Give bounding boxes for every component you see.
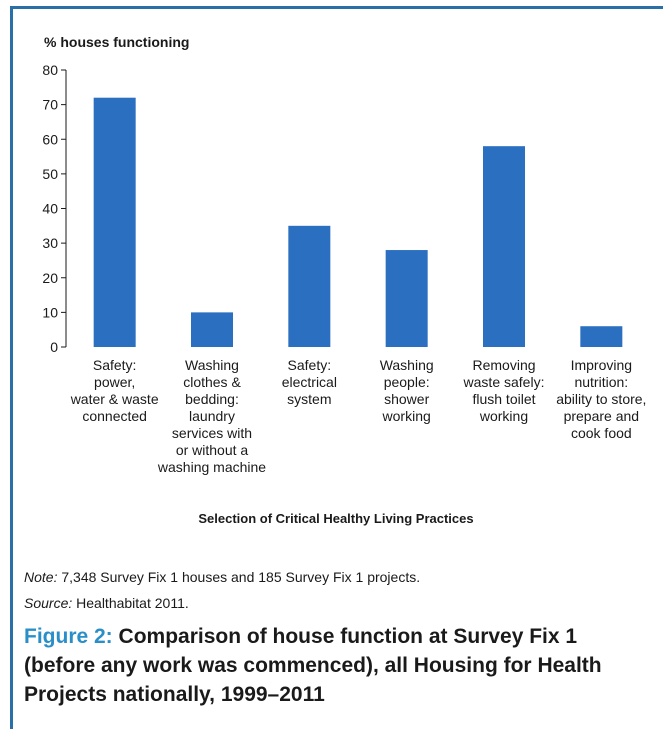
category-label-line: Safety: [93, 357, 137, 373]
category-label-line: Washing [380, 357, 434, 373]
y-tick-label: 10 [42, 304, 58, 320]
y-tick-label: 0 [50, 339, 58, 355]
category-label-line: shower [384, 391, 429, 407]
caption-text: Comparison of house function at Survey F… [24, 625, 602, 706]
category-label: Washing clothes & bedding: laundry services … [157, 357, 266, 475]
category-label-line: or without a [176, 442, 249, 458]
y-tick-label: 30 [42, 235, 58, 251]
category-label-line: system [287, 391, 331, 407]
category-label-line: washing machine [157, 459, 266, 475]
source-label: Source: [24, 595, 73, 611]
y-axis: 0 10 20 30 40 50 60 70 80 [42, 62, 67, 355]
source-text: Healthabitat 2011. [72, 595, 189, 611]
bar [191, 312, 233, 347]
category-label-line: prepare and [564, 408, 640, 424]
y-tick-label: 70 [42, 97, 58, 113]
note-line: Note: 7,348 Survey Fix 1 houses and 185 … [24, 564, 644, 590]
category-label-line: laundry [189, 408, 235, 424]
y-tick-label: 50 [42, 166, 58, 182]
category-label-line: services with [172, 425, 252, 441]
category-label-line: working [479, 408, 528, 424]
category-label: Washing people: shower working [380, 357, 434, 424]
category-label-line: connected [82, 408, 147, 424]
category-label-line: nutrition: [574, 374, 628, 390]
note-label: Note: [24, 569, 58, 585]
bar-chart: % houses functioning 0 10 20 30 40 50 60 70 80 S… [42, 34, 647, 526]
category-label-line: water & waste [70, 391, 159, 407]
category-label-line: ability to store, [556, 391, 646, 407]
bar [385, 250, 428, 347]
x-axis-label: Selection of Critical Healthy Living Pra… [198, 511, 473, 526]
category-label-line: cook food [571, 425, 632, 441]
category-label: Safety: electrical system [282, 357, 337, 407]
y-tick-label: 80 [42, 62, 58, 78]
category-label-line: waste safely: [463, 374, 545, 390]
frame-top-border [10, 6, 663, 9]
bars [93, 97, 623, 347]
category-label-line: power, [94, 374, 135, 390]
bar [580, 326, 623, 347]
bar [93, 97, 136, 347]
source-line: Source: Healthabitat 2011. [24, 590, 644, 616]
category-label-line: Safety: [288, 357, 332, 373]
note-text: 7,348 Survey Fix 1 houses and 185 Survey… [57, 569, 421, 585]
bar [483, 146, 525, 347]
category-labels: Safety: power, water & waste connectedWashi… [70, 357, 647, 475]
y-tick-label: 60 [42, 131, 58, 147]
category-label: Improving nutrition: ability to store, prep… [556, 357, 646, 441]
category-label-line: people: [384, 374, 430, 390]
category-label-line: Washing [185, 357, 239, 373]
y-axis-label: % houses functioning [44, 34, 189, 50]
category-label-line: Improving [571, 357, 632, 373]
category-label-line: electrical [282, 374, 337, 390]
category-label-line: bedding: [185, 391, 239, 407]
category-label: Removing waste safely: flush toilet working [463, 357, 545, 424]
category-label-line: working [382, 408, 431, 424]
notes: Note: 7,348 Survey Fix 1 houses and 185 … [24, 564, 644, 616]
category-label-line: flush toilet [472, 391, 535, 407]
y-tick-label: 20 [42, 270, 58, 286]
category-label-line: Removing [472, 357, 535, 373]
bar [288, 225, 331, 347]
category-label-line: clothes & [183, 374, 241, 390]
frame-left-border [10, 6, 13, 729]
figure-label: Figure 2: [24, 625, 113, 648]
category-label: Safety: power, water & waste connected [70, 357, 159, 424]
figure-caption: Figure 2: Comparison of house function a… [24, 622, 644, 709]
y-tick-label: 40 [42, 201, 58, 217]
